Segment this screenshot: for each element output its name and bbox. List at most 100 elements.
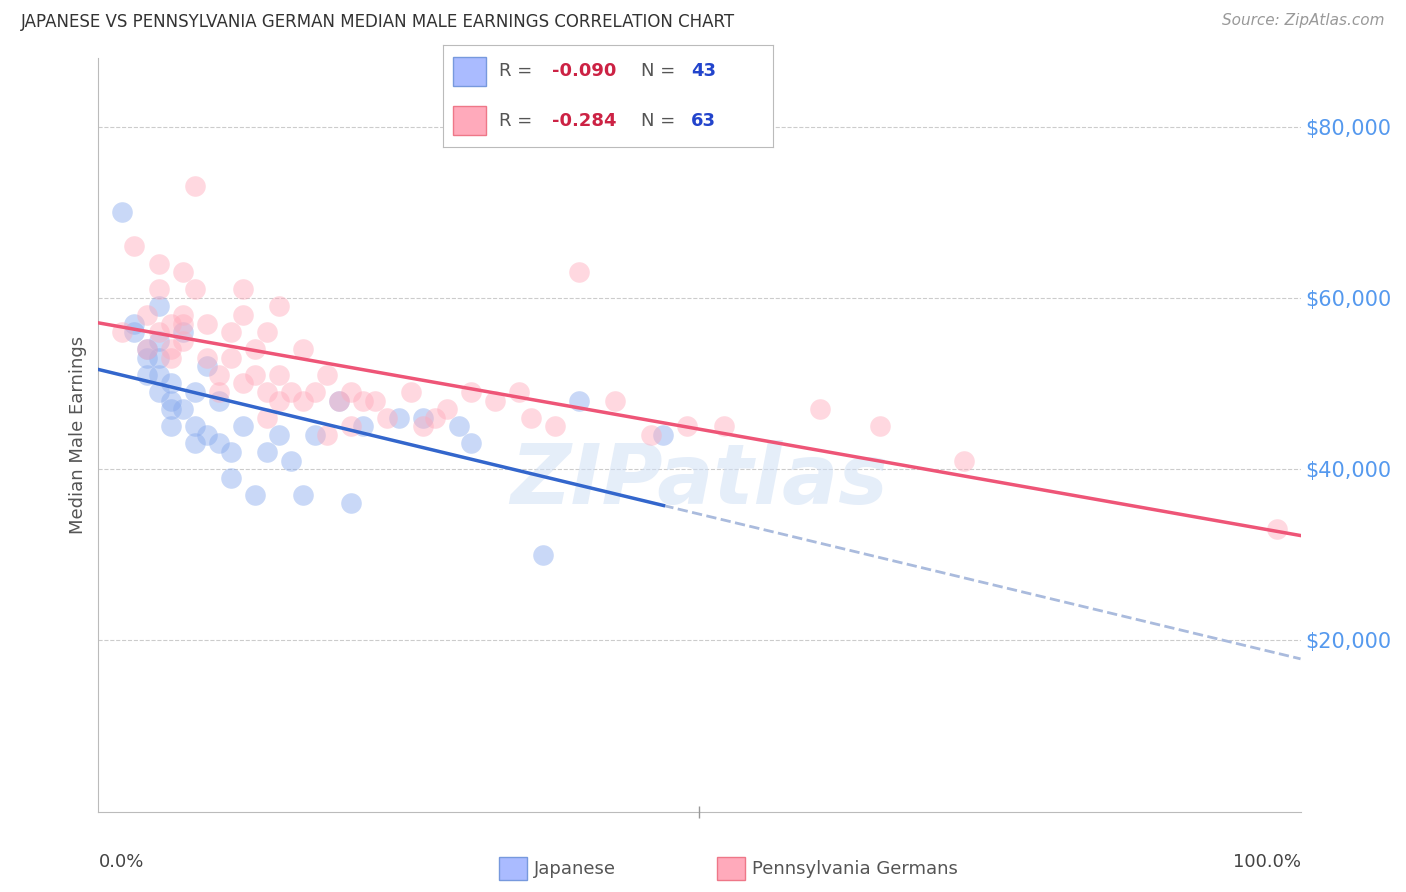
Point: [148, 384, 170, 399]
Point: [195, 317, 218, 331]
Point: [111, 205, 134, 219]
Point: [436, 402, 458, 417]
Point: [219, 445, 242, 459]
Point: [568, 393, 591, 408]
Point: [148, 351, 170, 365]
Point: [375, 410, 398, 425]
Point: [291, 393, 314, 408]
Point: [159, 317, 181, 331]
Text: Source: ZipAtlas.com: Source: ZipAtlas.com: [1222, 13, 1385, 29]
Point: [183, 419, 205, 434]
Text: JAPANESE VS PENNSYLVANIA GERMAN MEDIAN MALE EARNINGS CORRELATION CHART: JAPANESE VS PENNSYLVANIA GERMAN MEDIAN M…: [21, 13, 735, 31]
Point: [172, 308, 194, 322]
Text: Japanese: Japanese: [534, 860, 616, 878]
Point: [124, 325, 146, 339]
Point: [183, 282, 205, 296]
Text: N =: N =: [641, 62, 681, 80]
Point: [183, 436, 205, 450]
Point: [508, 384, 530, 399]
Point: [447, 419, 470, 434]
Point: [159, 376, 181, 391]
Point: [412, 410, 434, 425]
Point: [172, 317, 194, 331]
Point: [267, 393, 290, 408]
Text: 100.0%: 100.0%: [1233, 853, 1301, 871]
Point: [148, 334, 170, 348]
Point: [219, 471, 242, 485]
Point: [208, 436, 231, 450]
Point: [148, 299, 170, 313]
Point: [291, 342, 314, 356]
Point: [267, 428, 290, 442]
Point: [315, 368, 337, 382]
Point: [520, 410, 543, 425]
Point: [280, 453, 302, 467]
Point: [159, 393, 181, 408]
Point: [219, 351, 242, 365]
Point: [232, 376, 254, 391]
Text: -0.090: -0.090: [553, 62, 616, 80]
Text: 63: 63: [690, 112, 716, 129]
Point: [195, 359, 218, 374]
Text: ZIPatlas: ZIPatlas: [510, 440, 889, 521]
Point: [544, 419, 567, 434]
Point: [232, 419, 254, 434]
Point: [256, 445, 278, 459]
Point: [568, 265, 591, 279]
Point: [328, 393, 350, 408]
Point: [195, 428, 218, 442]
Point: [531, 548, 554, 562]
Point: [640, 428, 662, 442]
FancyBboxPatch shape: [453, 106, 486, 135]
Text: -0.284: -0.284: [553, 112, 616, 129]
Point: [148, 256, 170, 270]
Point: [340, 384, 363, 399]
Point: [256, 384, 278, 399]
Point: [460, 384, 482, 399]
Point: [352, 393, 374, 408]
Point: [208, 368, 231, 382]
Point: [340, 419, 363, 434]
Point: [304, 428, 326, 442]
Point: [243, 342, 266, 356]
Point: [135, 368, 157, 382]
Point: [652, 428, 675, 442]
Text: 43: 43: [690, 62, 716, 80]
Text: N =: N =: [641, 112, 681, 129]
Point: [159, 351, 181, 365]
Point: [232, 308, 254, 322]
Point: [340, 496, 363, 510]
Point: [808, 402, 831, 417]
Point: [267, 368, 290, 382]
Point: [148, 368, 170, 382]
Point: [124, 317, 146, 331]
Point: [159, 419, 181, 434]
Point: [135, 342, 157, 356]
Point: [869, 419, 891, 434]
Point: [195, 351, 218, 365]
Point: [388, 410, 411, 425]
Point: [460, 436, 482, 450]
Text: Pennsylvania Germans: Pennsylvania Germans: [752, 860, 957, 878]
Point: [243, 368, 266, 382]
Point: [291, 488, 314, 502]
Text: R =: R =: [499, 62, 538, 80]
Point: [267, 299, 290, 313]
Point: [135, 308, 157, 322]
Point: [208, 393, 231, 408]
Point: [172, 265, 194, 279]
Point: [148, 325, 170, 339]
Point: [280, 384, 302, 399]
Point: [484, 393, 506, 408]
Point: [953, 453, 976, 467]
Point: [172, 402, 194, 417]
Point: [412, 419, 434, 434]
Point: [676, 419, 699, 434]
Point: [364, 393, 387, 408]
Point: [219, 325, 242, 339]
Point: [605, 393, 627, 408]
Text: 0.0%: 0.0%: [98, 853, 143, 871]
Point: [256, 410, 278, 425]
Point: [135, 351, 157, 365]
Point: [208, 384, 231, 399]
